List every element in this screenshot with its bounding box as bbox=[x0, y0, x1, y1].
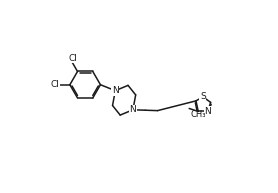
Text: N: N bbox=[204, 107, 211, 116]
Text: S: S bbox=[200, 92, 206, 101]
Text: Cl: Cl bbox=[51, 80, 59, 89]
Text: N: N bbox=[130, 105, 136, 114]
Text: N: N bbox=[112, 86, 119, 95]
Text: Cl: Cl bbox=[69, 54, 78, 63]
Text: CH₃: CH₃ bbox=[190, 110, 206, 119]
